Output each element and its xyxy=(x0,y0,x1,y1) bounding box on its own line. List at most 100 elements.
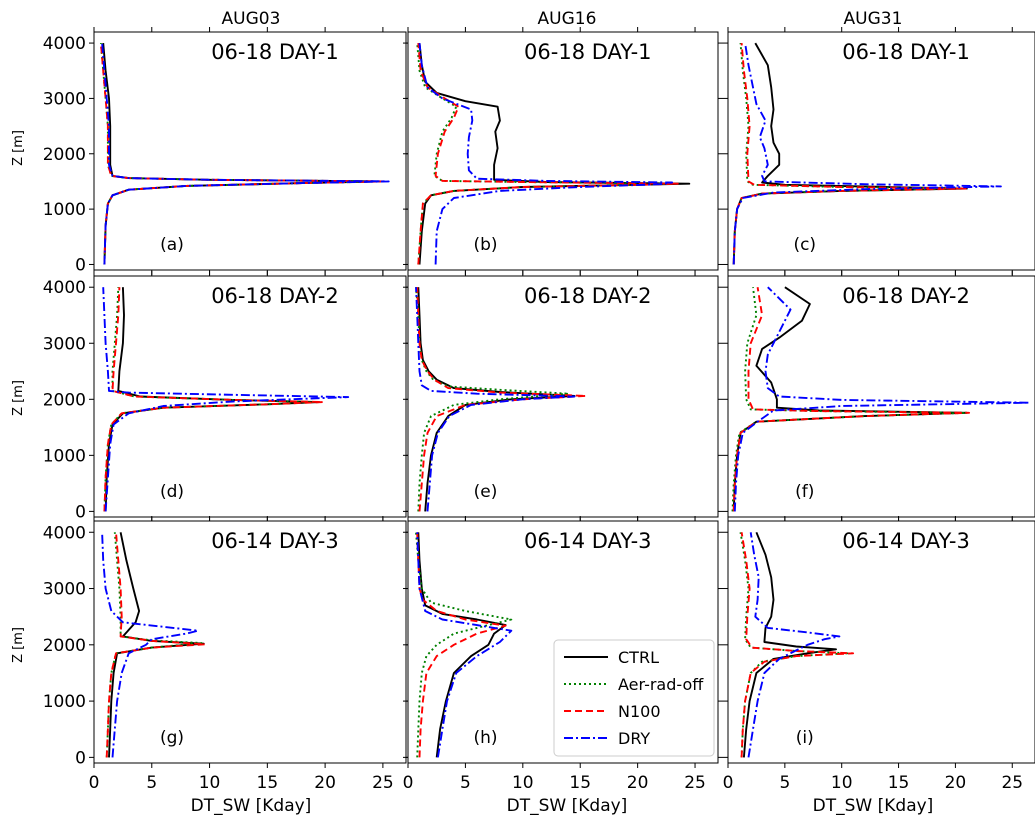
panel-frame-f xyxy=(727,275,1035,518)
plot-area-b xyxy=(408,32,718,270)
panel-d: 0 1000 2000 3000 4000 06-18 DAY-2 (d) xyxy=(43,271,411,522)
legend-frame xyxy=(553,639,715,757)
y-tick-label-d-1000: 1000 xyxy=(43,446,86,466)
panel-title-c: 06-18 DAY-1 xyxy=(842,40,970,64)
panel-frame-d xyxy=(93,275,407,518)
legend-label-ctrl: CTRL xyxy=(618,648,659,667)
series-group-a xyxy=(99,43,390,265)
series-ctrl-i xyxy=(742,531,837,758)
plot-area-f xyxy=(728,276,1035,517)
x-tick-label-g-10: 10 xyxy=(199,773,221,793)
x-tick-label-h-0: 0 xyxy=(403,773,414,793)
x-tick-label-h-20: 20 xyxy=(627,773,649,793)
x-tick-label-g-25: 25 xyxy=(372,773,394,793)
y-tick-label-d-2000: 2000 xyxy=(43,390,86,410)
x-tick-label-i-15: 15 xyxy=(888,773,910,793)
panel-title-e: 06-18 DAY-2 xyxy=(524,284,652,308)
panel-frame-i xyxy=(727,520,1035,764)
panel-e: 06-18 DAY-2 (e) xyxy=(403,271,723,522)
x-tick-label-i-25: 25 xyxy=(1001,773,1023,793)
series-group-g xyxy=(101,532,206,758)
legend-label-aer-rad-off: Aer-rad-off xyxy=(618,675,704,694)
panel-f: 06-18 DAY-2 (f) xyxy=(723,271,1035,522)
series-n100-b xyxy=(417,43,679,265)
y-tick-label-a-2000: 2000 xyxy=(43,145,86,165)
series-n100-g xyxy=(105,532,206,758)
x-tick-label-g-0: 0 xyxy=(89,773,100,793)
series-aer-rad-off-h xyxy=(415,532,513,758)
x-tick-label-i-0: 0 xyxy=(723,773,734,793)
x-tick-label-i-10: 10 xyxy=(831,773,853,793)
x-axis-label-col-1: DT_SW [Kday] xyxy=(191,796,312,816)
x-tick-label-h-5: 5 xyxy=(460,773,471,793)
x-tick-label-h-25: 25 xyxy=(684,773,706,793)
series-dry-f xyxy=(733,286,1031,512)
x-tick-label-h-15: 15 xyxy=(569,773,591,793)
legend: CTRL Aer-rad-off N100 DRY xyxy=(553,639,715,757)
series-n100-h xyxy=(416,532,507,758)
series-group-e xyxy=(415,287,587,512)
plot-area-c xyxy=(728,32,1035,270)
panel-tag-b: (b) xyxy=(473,235,497,255)
panel-i: 0 5 10 15 20 25 06-14 DAY-3 (i) xyxy=(723,516,1035,793)
y-axis-label-row-3: Z [m] xyxy=(11,627,26,663)
panel-title-f: 06-18 DAY-2 xyxy=(842,284,970,308)
series-n100-d xyxy=(103,287,324,512)
column-title-aug31: AUG31 xyxy=(844,9,903,29)
series-group-i xyxy=(739,531,855,758)
panel-tag-c: (c) xyxy=(793,235,816,255)
panel-a: 0 1000 2000 3000 4000 06-18 DAY-1 (a) xyxy=(43,27,411,275)
y-tick-label-a-4000: 4000 xyxy=(43,34,86,54)
panel-tag-a: (a) xyxy=(160,235,184,255)
x-tick-label-g-15: 15 xyxy=(257,773,279,793)
panel-tag-g: (g) xyxy=(160,728,184,748)
column-title-aug16: AUG16 xyxy=(538,9,597,29)
y-tick-label-g-0: 0 xyxy=(75,748,86,768)
y-tick-label-g-3000: 3000 xyxy=(43,580,86,600)
y-tick-label-d-4000: 4000 xyxy=(43,278,86,298)
panel-title-h: 06-14 DAY-3 xyxy=(524,529,652,553)
x-tick-label-i-5: 5 xyxy=(779,773,790,793)
series-group-c xyxy=(732,42,1002,265)
y-tick-label-g-1000: 1000 xyxy=(43,692,86,712)
series-dry-e xyxy=(415,287,576,512)
series-dry-a xyxy=(101,43,390,265)
panel-tag-e: (e) xyxy=(474,482,498,502)
series-dry-b xyxy=(418,43,674,265)
series-n100-e xyxy=(416,287,587,512)
x-tick-label-g-5: 5 xyxy=(146,773,157,793)
series-group-h xyxy=(415,532,513,758)
panel-b: 06-18 DAY-1 (b) xyxy=(403,27,723,275)
panel-title-i: 06-14 DAY-3 xyxy=(842,529,970,553)
panel-c: 06-18 DAY-1 (c) xyxy=(723,27,1035,275)
panel-title-a: 06-18 DAY-1 xyxy=(211,40,339,64)
series-group-d xyxy=(102,287,350,512)
plot-area-a xyxy=(94,32,406,270)
x-axis-labels: DT_SW [Kday] DT_SW [Kday] DT_SW [Kday] xyxy=(191,796,934,816)
panel-frame-c xyxy=(727,31,1035,271)
y-axis-labels: Z [m] Z [m] Z [m] xyxy=(11,130,26,663)
plot-area-g xyxy=(94,521,406,763)
series-n100-i xyxy=(740,532,855,758)
series-dry-c xyxy=(732,42,1002,265)
panel-frame-h xyxy=(407,520,719,764)
y-tick-label-a-0: 0 xyxy=(75,255,86,275)
series-dry-d xyxy=(102,287,350,512)
y-tick-label-g-4000: 4000 xyxy=(43,523,86,543)
panel-frame-e xyxy=(407,275,719,518)
column-titles: AUG03 AUG16 AUG31 xyxy=(222,9,903,29)
y-tick-label-d-0: 0 xyxy=(75,502,86,522)
x-tick-label-h-10: 10 xyxy=(512,773,534,793)
x-tick-label-g-20: 20 xyxy=(314,773,336,793)
panel-title-b: 06-18 DAY-1 xyxy=(524,40,652,64)
y-axis-label-row-1: Z [m] xyxy=(11,130,26,166)
y-tick-label-g-2000: 2000 xyxy=(43,636,86,656)
series-n100-f xyxy=(732,287,971,512)
legend-label-n100: N100 xyxy=(618,702,661,721)
panel-g: 0 5 10 15 20 25 0 1000 2000 3000 4000 06-14 DAY-3 (g… xyxy=(43,516,411,793)
series-ctrl-h xyxy=(417,532,507,758)
series-dry-h xyxy=(416,532,513,758)
series-aer-rad-off-e xyxy=(415,287,570,512)
